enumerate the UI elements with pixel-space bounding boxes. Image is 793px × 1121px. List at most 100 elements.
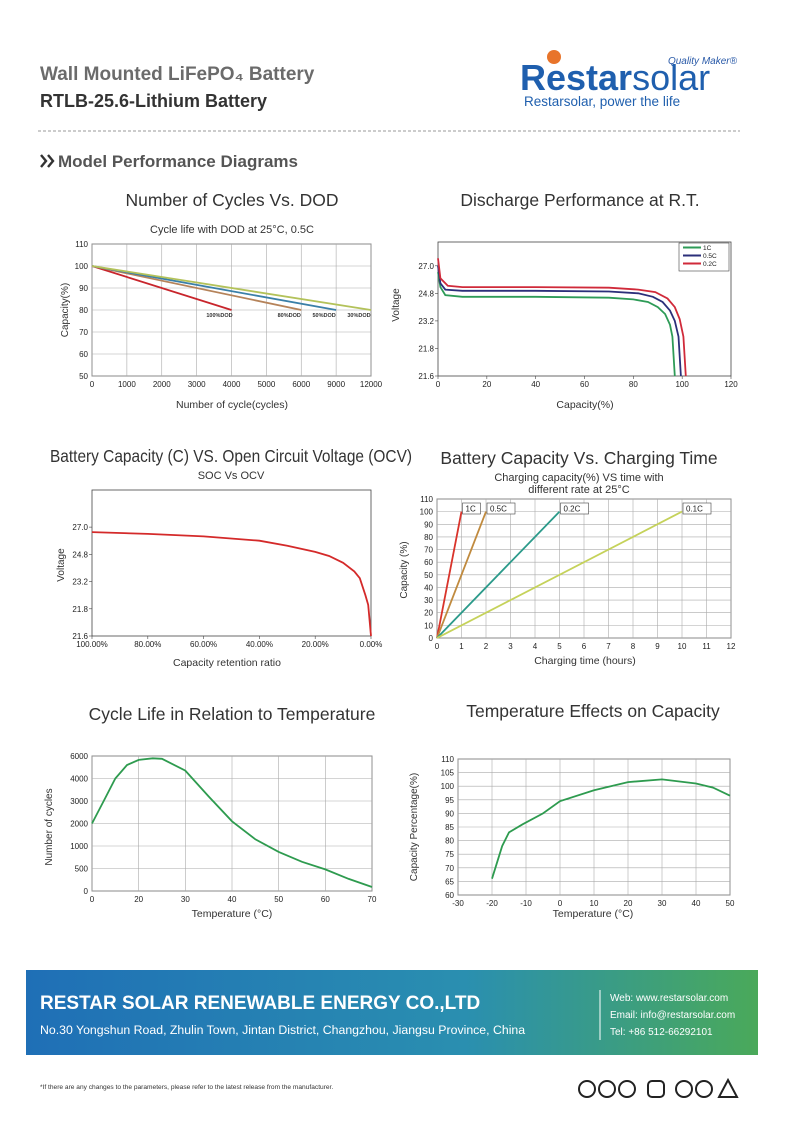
y-tick-label: 27.0 [72,523,88,532]
y-tick-label: 24.8 [72,550,88,559]
logo-suffix: solar [632,57,710,98]
series-line [437,258,687,377]
x-axis-label: Charging time (hours) [534,655,636,667]
chart-title: Battery Capacity (C) VS. Open Circuit Vo… [50,446,412,466]
y-tick-label: 24.8 [418,289,434,298]
y-tick-label: 100 [420,508,434,517]
x-tick-label: 0 [435,642,440,651]
x-tick-label: 6000 [292,380,310,389]
y-tick-label: 23.2 [72,578,88,587]
x-tick-label: -10 [520,899,532,908]
footer-email: Email: info@restarsolar.com [610,1010,735,1021]
logo-brand: Restar [520,57,632,98]
y-tick-label: 80 [424,533,433,542]
x-tick-label: 40 [531,380,540,389]
y-tick-label: 90 [445,809,454,818]
x-tick-label: 80.00% [134,640,161,649]
legend-label: 0.5C [703,253,717,260]
series-line [91,265,232,311]
x-tick-label: 80 [629,380,638,389]
x-tick-label: 100.00% [76,640,108,649]
y-tick-label: 110 [441,755,454,764]
chart: Number of Cycles Vs. DOD Cycle life with … [60,190,383,411]
x-tick-label: 12 [727,642,736,651]
y-tick-label: 27.0 [418,262,434,271]
chart: Temperature Effects on Capacity 60 65 70 75 8… [409,701,735,920]
series-label-box [486,502,516,515]
y-tick-label: 0 [84,887,89,896]
x-tick-label: 0 [436,380,441,389]
x-tick-label: 6 [582,642,587,651]
y-tick-label: 60 [424,558,433,567]
series-line [437,265,682,377]
x-tick-label: 60.00% [190,640,217,649]
footer-band [26,970,758,1055]
chart-subtitle: different rate at 25°C [528,484,629,496]
logo-sun [547,50,561,64]
x-tick-label: 0 [90,380,95,389]
y-tick-label: 500 [75,865,89,874]
legend-label: 0.2C [703,261,717,268]
series-label: 100%DOD [206,313,232,319]
y-tick-label: 40 [424,583,433,592]
x-tick-label: 10 [590,899,599,908]
chevron [40,154,48,168]
y-tick-label: 60 [445,891,454,900]
y-axis-label: Voltage [56,548,67,582]
x-tick-label: 1 [459,642,464,651]
y-axis-label: Number of cycles [44,788,55,865]
y-tick-label: 3000 [70,797,88,806]
x-tick-label: 0 [90,895,95,904]
x-tick-label: 20 [134,895,143,904]
y-tick-label: 20 [424,609,433,618]
y-tick-label: 105 [441,769,455,778]
series-line [436,510,683,639]
chevron [47,154,55,168]
x-tick-label: 4000 [223,380,241,389]
footer-tel: Tel: +86 512-66292101 [610,1027,713,1038]
product-title: Wall Mounted LiFePO₄ Battery [40,64,315,85]
series-line [91,757,373,888]
series-label-box [462,502,481,515]
x-tick-label: -20 [486,899,498,908]
chart-subtitle: Charging capacity(%) VS time with [494,472,663,484]
y-tick-label: 95 [445,796,454,805]
chart-title: Cycle Life in Relation to Temperature [89,704,376,724]
series-line [436,511,487,639]
x-tick-label: 9 [655,642,660,651]
x-tick-label: 20 [482,380,491,389]
series-label-box [682,502,712,515]
x-tick-label: 20 [624,899,633,908]
y-tick-label: 100 [75,262,89,271]
y-tick-label: 21.8 [418,344,434,353]
x-tick-label: 40.00% [246,640,273,649]
y-tick-label: 1000 [70,842,88,851]
y-axis-label: Capacity Percentage(%) [409,773,420,881]
y-tick-label: 80 [79,306,88,315]
x-tick-label: 50 [726,899,735,908]
x-tick-label: 2000 [153,380,171,389]
series-label: 30%DOD [347,313,370,319]
y-tick-label: 100 [441,782,455,791]
y-tick-label: 110 [420,495,433,504]
x-tick-label: -30 [452,899,464,908]
chart: Cycle Life in Relation to Temperature 0 50… [44,704,377,920]
x-tick-label: 50 [274,895,283,904]
series-line [436,511,463,639]
y-tick-label: 65 [445,877,454,886]
y-tick-label: 2000 [70,820,88,829]
x-tick-label: 4 [533,642,538,651]
x-tick-label: 60 [580,380,589,389]
y-tick-label: 60 [79,350,88,359]
y-tick-label: 0 [429,634,434,643]
chart-title: Temperature Effects on Capacity [466,701,720,721]
chart: Battery Capacity Vs. Charging Time Chargi… [399,448,736,667]
x-tick-label: 3 [508,642,513,651]
series-line [436,510,561,639]
series-line [437,271,676,377]
y-tick-label: 90 [79,284,88,293]
x-axis-label: Temperature (°C) [192,908,273,920]
x-tick-label: 7 [606,642,611,651]
x-tick-label: 8 [631,642,636,651]
